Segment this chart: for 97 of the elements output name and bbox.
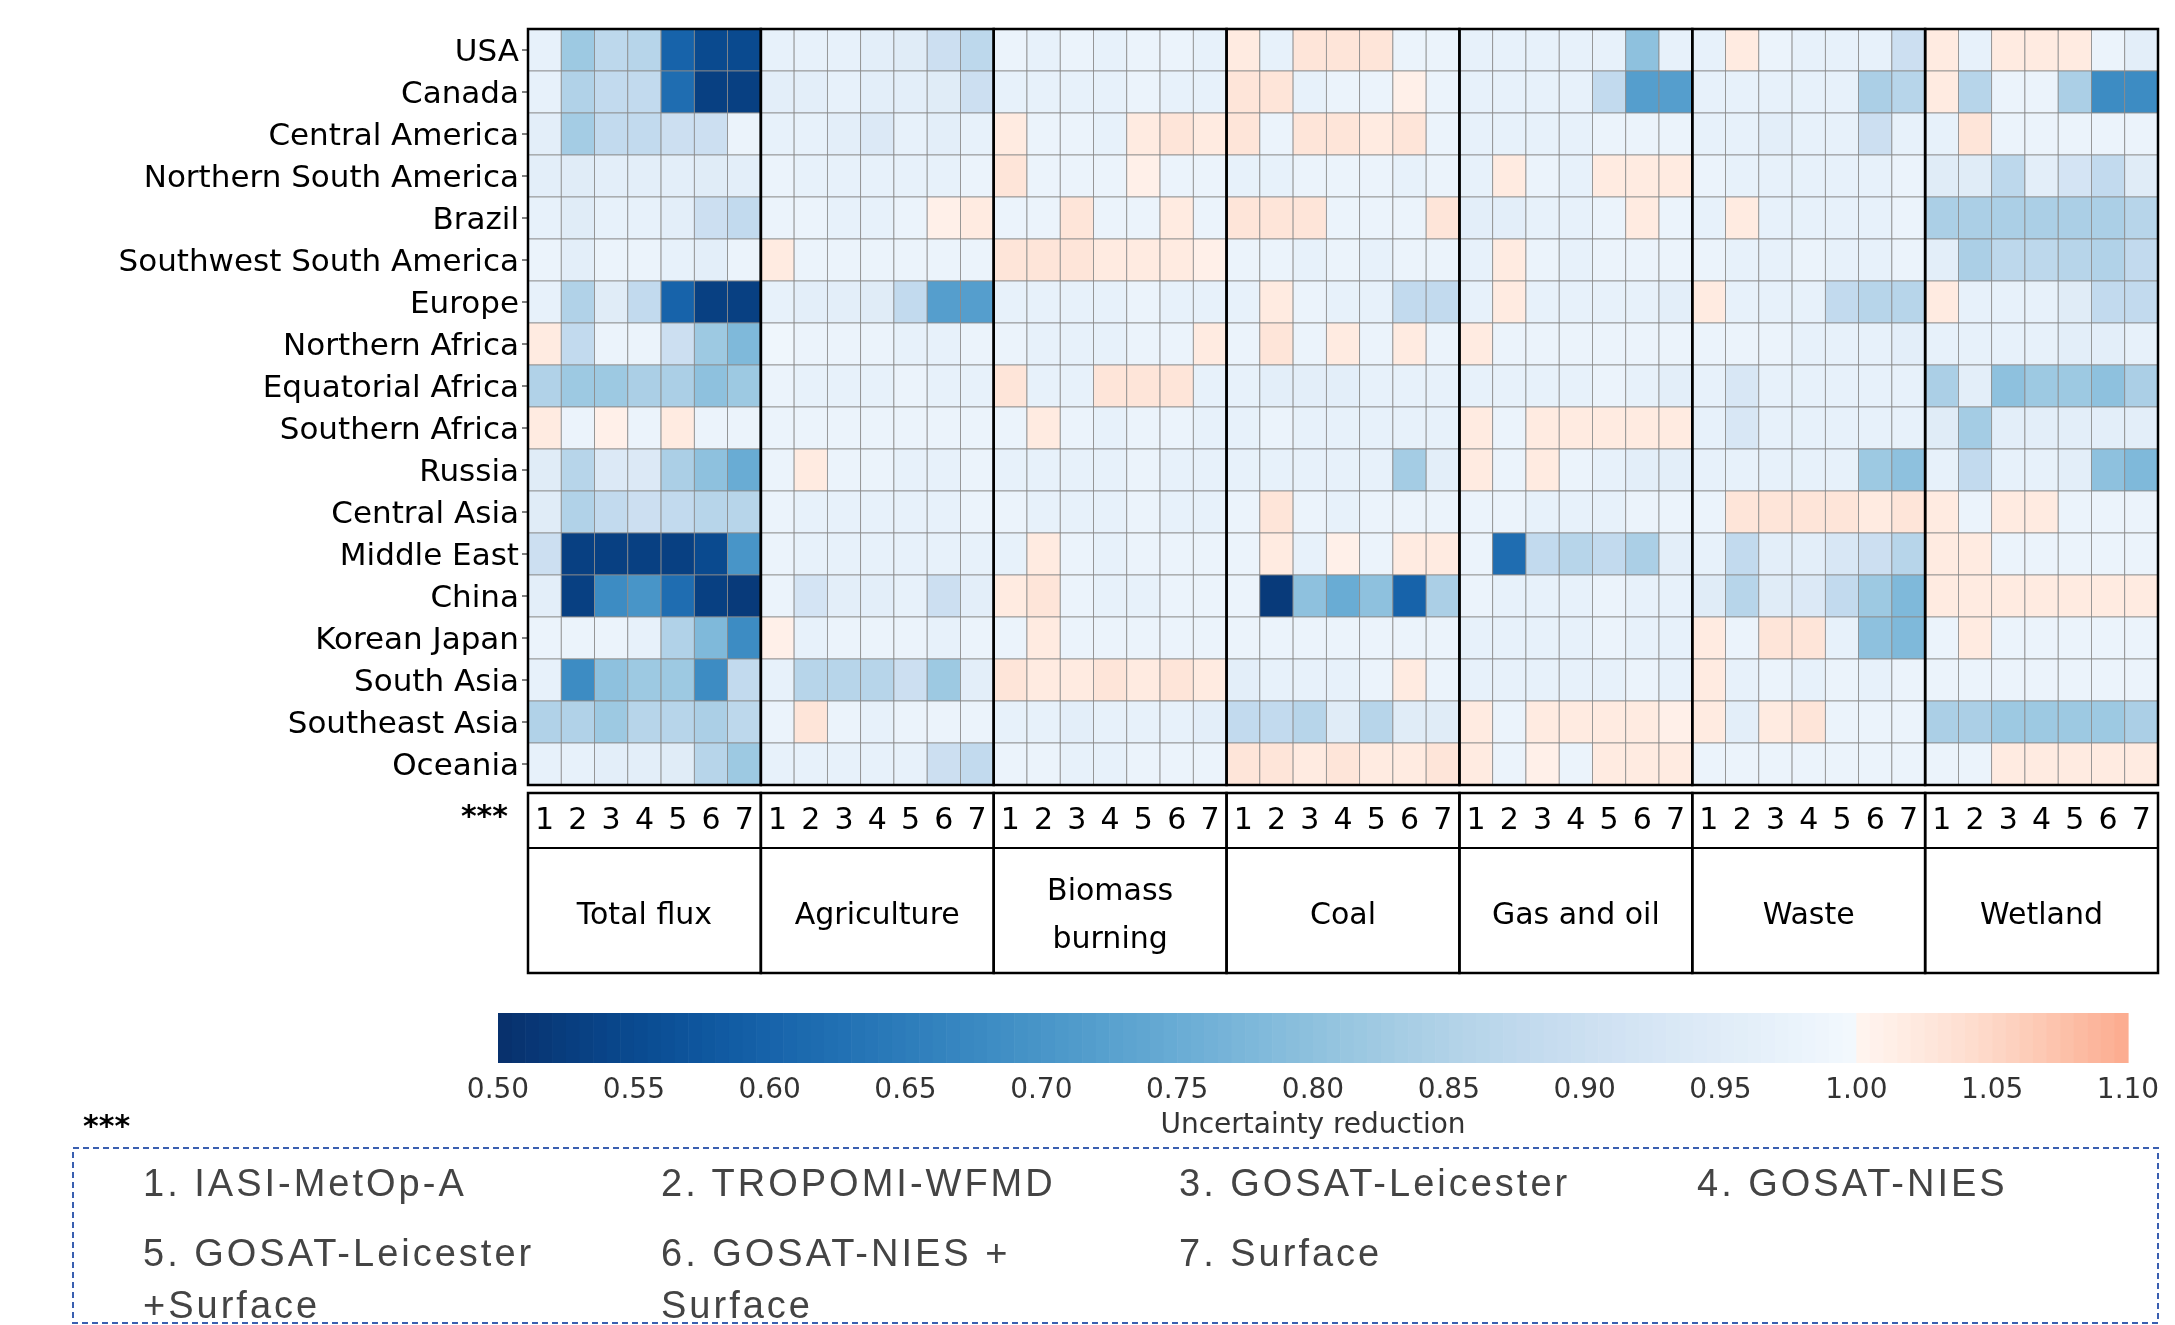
text: Total flux (575, 895, 713, 931)
x-tick-label: 6 (934, 800, 954, 836)
color-bar-label: 0.50 (466, 1071, 530, 1105)
x-tick-label: 1 (1233, 800, 1253, 836)
x-tick-label: 2 (1499, 800, 1519, 836)
x-tick-label: 2 (1266, 800, 1287, 836)
x-tick-label: 7 (967, 800, 987, 836)
text: 1. IASI-MetOp-A (143, 1162, 467, 1204)
text: 6. GOSAT-NIES + Surface (661, 1232, 1011, 1325)
y-tick-label: Europe (409, 284, 519, 320)
x-tick-label: 6 (701, 800, 721, 836)
x-tick-label: 3 (1765, 800, 1785, 836)
x-tick-label: 5 (1832, 800, 1852, 836)
y-tick-label: Brazil (432, 200, 519, 236)
color-bar-label: 0.95 (1689, 1071, 1752, 1105)
y-tick-label: Northern Africa (283, 326, 519, 362)
y-tick-label: USA (454, 32, 519, 68)
color-bar-label: 0.65 (874, 1071, 937, 1105)
x-tick-label: 1 (535, 800, 555, 836)
x-tick-label: 4 (2032, 800, 2052, 836)
x-tick-label: 6 (1632, 800, 1652, 836)
x-tick-label: 5 (1366, 800, 1386, 836)
x-tick-label: 3 (834, 800, 854, 836)
color-bar-title: Uncertainty reduction (1160, 1106, 1466, 1140)
text: *** (83, 1108, 131, 1143)
x-tick-label: 4 (1100, 800, 1120, 836)
x-tick-label: 5 (901, 800, 921, 836)
x-tick-label: 4 (867, 800, 887, 836)
text: 7. Surface (1179, 1232, 1383, 1274)
text: Biomass burning (1047, 871, 1174, 955)
y-tick-label: Equatorial Africa (262, 368, 519, 404)
text: Waste (1762, 895, 1855, 931)
text: 5. GOSAT-Leicester +Surface (143, 1232, 535, 1325)
y-tick-label: Southern Africa (279, 410, 519, 446)
y-tick-label: Northern South America (143, 158, 519, 194)
x-tick-label: 5 (2065, 800, 2085, 836)
x-tick-label: 3 (601, 800, 621, 836)
x-tick-label: 7 (2131, 800, 2151, 836)
x-tick-label: 6 (1167, 800, 1187, 836)
x-tick-label: 1 (1000, 800, 1020, 836)
x-tick-label: 3 (1533, 800, 1553, 836)
x-tick-label: 7 (734, 800, 754, 836)
x-tick-label: 4 (1799, 800, 1819, 836)
text: 3. GOSAT-Leicester (1179, 1162, 1571, 1204)
text: *** (460, 798, 509, 833)
x-tick-label: 3 (1067, 800, 1087, 836)
x-tick-label: 7 (1666, 800, 1686, 836)
y-tick-label: Canada (401, 74, 519, 110)
color-bar-label: 1.00 (1825, 1071, 1888, 1105)
color-bar-label: 0.55 (602, 1071, 666, 1105)
text: Agriculture (794, 895, 960, 931)
color-bar-label: 0.75 (1145, 1071, 1209, 1105)
color-bar-label: 0.60 (738, 1071, 801, 1105)
y-tick-label: Central America (268, 116, 519, 152)
y-tick-label: South Asia (354, 662, 519, 698)
y-tick-label: Middle East (339, 536, 519, 572)
x-tick-label: 7 (1200, 800, 1220, 836)
x-tick-label: 2 (1034, 800, 1054, 836)
y-tick-label: Central Asia (331, 494, 519, 530)
x-tick-label: 3 (1300, 800, 1320, 836)
text: Coal (1309, 895, 1377, 931)
x-tick-label: 3 (1998, 800, 2018, 836)
x-tick-label: 1 (767, 800, 788, 836)
x-tick-label: 6 (2098, 800, 2118, 836)
x-tick-label: 4 (1333, 800, 1353, 836)
color-bar-label: 1.05 (1960, 1071, 2024, 1105)
x-tick-label: 4 (634, 800, 654, 836)
text: Wetland (1980, 895, 2104, 931)
x-tick-label: 1 (1932, 800, 1952, 836)
x-tick-label: 4 (1566, 800, 1586, 836)
x-tick-label: 5 (1599, 800, 1619, 836)
x-tick-label: 1 (1699, 800, 1719, 836)
x-tick-label: 7 (1898, 800, 1919, 836)
x-tick-label: 2 (801, 800, 821, 836)
y-tick-label: Russia (419, 452, 519, 488)
text: 4. GOSAT-NIES (1697, 1162, 2008, 1204)
x-tick-label: 6 (1399, 800, 1420, 836)
x-tick-label: 2 (568, 800, 588, 836)
y-tick-label: China (430, 578, 519, 614)
color-bar-label: 0.70 (1010, 1071, 1073, 1105)
y-tick-label: Southeast Asia (287, 704, 519, 740)
x-tick-label: 2 (1732, 800, 1752, 836)
text: Gas and oil (1491, 895, 1660, 931)
color-bar-label: 0.80 (1281, 1071, 1345, 1105)
y-tick-label: Oceania (392, 746, 519, 782)
x-tick-label: 5 (1133, 800, 1153, 836)
x-tick-label: 1 (1466, 800, 1486, 836)
x-tick-label: 2 (1965, 800, 1985, 836)
color-bar-label: 0.90 (1553, 1071, 1616, 1105)
color-bar-label: 1.10 (2096, 1071, 2160, 1105)
x-tick-label: 6 (1865, 800, 1885, 836)
text: 2. TROPOMI-WFMD (661, 1162, 1056, 1204)
color-bar-label: 0.85 (1417, 1071, 1481, 1105)
x-tick-label: 5 (668, 800, 688, 836)
y-tick-label: Korean Japan (315, 620, 519, 656)
x-tick-label: 7 (1433, 800, 1453, 836)
y-tick-label: Southwest South America (118, 242, 519, 278)
